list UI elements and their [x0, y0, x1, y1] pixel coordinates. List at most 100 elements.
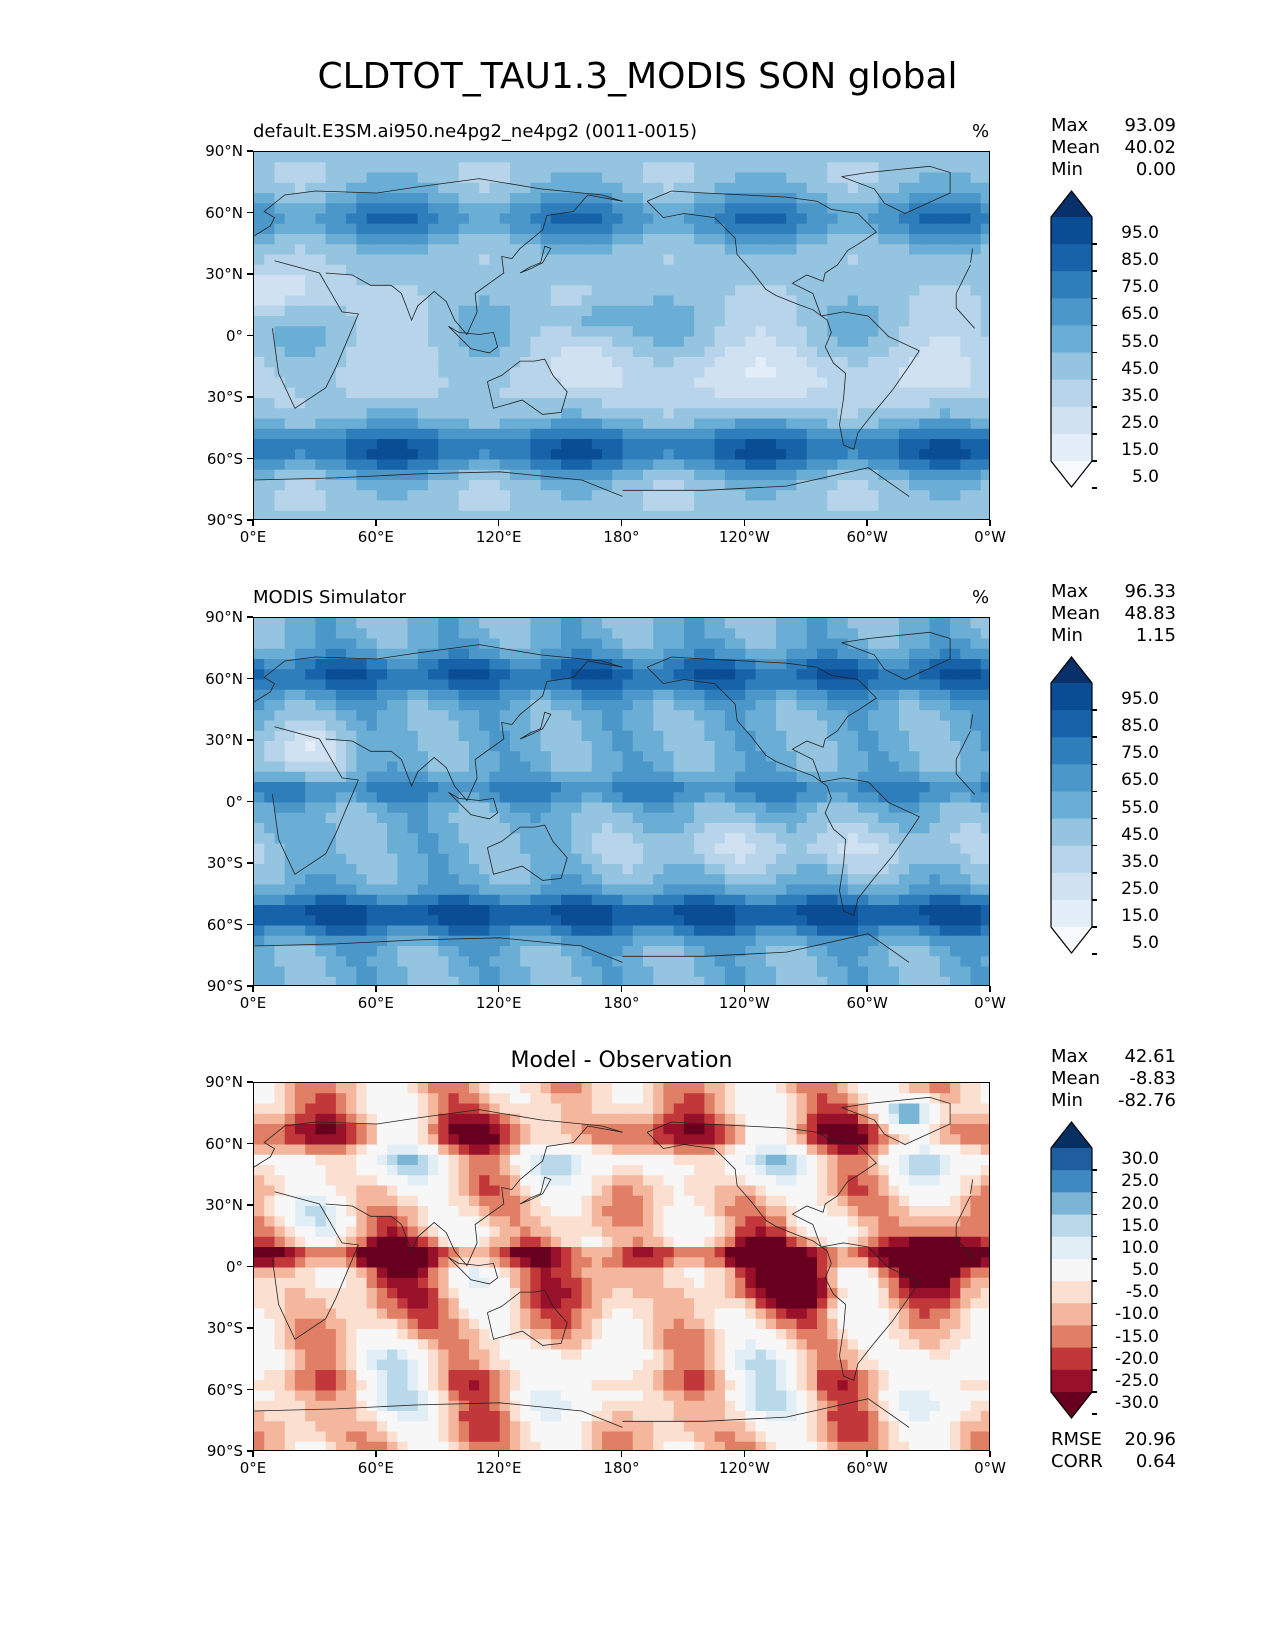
heatmap-cell — [683, 285, 695, 297]
heatmap-cell — [878, 628, 890, 640]
heatmap-cell — [612, 700, 624, 711]
heatmap-cell — [929, 428, 941, 440]
heatmap-cell — [755, 377, 767, 389]
heatmap-cell — [479, 203, 491, 215]
heatmap-cell — [612, 741, 624, 752]
heatmap-cell — [653, 336, 665, 348]
heatmap-cell — [806, 782, 818, 793]
heatmap-cell — [407, 418, 419, 430]
heatmap-cell — [417, 700, 429, 711]
heatmap-cell — [274, 843, 286, 855]
heatmap-cell — [714, 264, 726, 276]
heatmap-cell — [919, 741, 931, 752]
heatmap-cell — [509, 182, 521, 194]
heatmap-cell — [837, 853, 849, 865]
heatmap-cell — [438, 761, 450, 773]
heatmap-cell — [755, 659, 767, 670]
heatmap-cell — [806, 244, 818, 256]
heatmap-cell — [642, 387, 654, 399]
heatmap-cell — [305, 295, 317, 307]
heatmap-cell — [438, 428, 450, 440]
colorbar-tick — [1092, 351, 1097, 354]
heatmap-cell — [468, 761, 480, 773]
heatmap-cell — [356, 771, 368, 783]
heatmap-cell — [960, 182, 972, 194]
heatmap-cell — [816, 480, 828, 491]
heatmap-cell — [735, 782, 746, 793]
heatmap-cell — [581, 244, 593, 256]
heatmap-cell — [356, 305, 368, 317]
heatmap-cell — [960, 925, 972, 937]
heatmap-cell — [602, 700, 613, 711]
heatmap-cell — [428, 669, 439, 681]
heatmap-cell — [397, 480, 409, 491]
heatmap-cell — [315, 234, 327, 245]
heatmap-cell — [264, 152, 276, 163]
heatmap-cell — [970, 638, 982, 650]
heatmap-cell — [683, 326, 695, 338]
heatmap-cell — [325, 223, 337, 235]
heatmap-cell — [428, 628, 439, 640]
heatmap-cell — [387, 710, 398, 722]
heatmap-cell — [376, 874, 388, 886]
heatmap-cell — [561, 884, 572, 896]
heatmap-cell — [479, 679, 491, 691]
x-tick-label: 120°W — [718, 528, 770, 546]
heatmap-cell — [653, 638, 665, 650]
heatmap-cell — [509, 833, 521, 845]
heatmap-cell — [540, 254, 552, 266]
heatmap-cell — [683, 305, 695, 317]
heatmap-cell — [356, 894, 368, 906]
heatmap-cell — [653, 367, 665, 379]
heatmap-cell — [786, 628, 798, 640]
heatmap-cell — [509, 295, 521, 307]
heatmap-cell — [735, 823, 746, 834]
heatmap-cell — [448, 669, 460, 681]
heatmap-cell — [591, 152, 603, 163]
heatmap-cell — [540, 264, 552, 276]
heatmap-cell — [356, 689, 368, 701]
heatmap-cell — [868, 761, 880, 773]
heatmap-cell — [356, 710, 368, 722]
heatmap-cell — [509, 843, 521, 855]
heatmap-cell — [499, 925, 511, 937]
heatmap-cell — [632, 428, 644, 440]
heatmap-cell — [642, 843, 654, 855]
heatmap-cell — [776, 802, 787, 814]
heatmap-cell — [540, 659, 552, 670]
heatmap-cell — [970, 408, 982, 420]
heatmap-cell — [458, 316, 470, 327]
heatmap-cell — [387, 679, 398, 691]
heatmap-cell — [274, 275, 286, 286]
heatmap-cell — [581, 285, 593, 297]
heatmap-cell — [745, 802, 757, 814]
heatmap-cell — [653, 874, 665, 886]
heatmap-cell — [571, 638, 583, 650]
heatmap-cell — [407, 864, 419, 875]
heatmap-cell — [673, 659, 685, 670]
heatmap-cell — [642, 367, 654, 379]
heatmap-cell — [458, 162, 470, 174]
heatmap-cell — [765, 792, 777, 804]
heatmap-cell — [376, 782, 388, 793]
heatmap-cell — [468, 223, 480, 235]
heatmap-cell — [602, 628, 613, 640]
heatmap-cell — [816, 244, 828, 256]
heatmap-cell — [530, 459, 542, 471]
heatmap-cell — [346, 162, 357, 174]
heatmap-cell — [909, 874, 920, 886]
heatmap-cell — [683, 864, 695, 875]
heatmap-cell — [284, 367, 296, 379]
heatmap-cell — [561, 905, 572, 916]
heatmap-cell — [796, 741, 808, 752]
heatmap-cell — [868, 925, 880, 937]
heatmap-cell — [857, 346, 869, 358]
heatmap-cell — [827, 771, 839, 783]
heatmap-cell — [407, 741, 419, 752]
heatmap-cell — [335, 193, 347, 204]
heatmap-cell — [346, 469, 357, 481]
heatmap-cell — [591, 751, 603, 763]
heatmap-cell — [387, 264, 398, 276]
heatmap-cell — [653, 510, 665, 519]
heatmap-cell — [387, 864, 398, 875]
